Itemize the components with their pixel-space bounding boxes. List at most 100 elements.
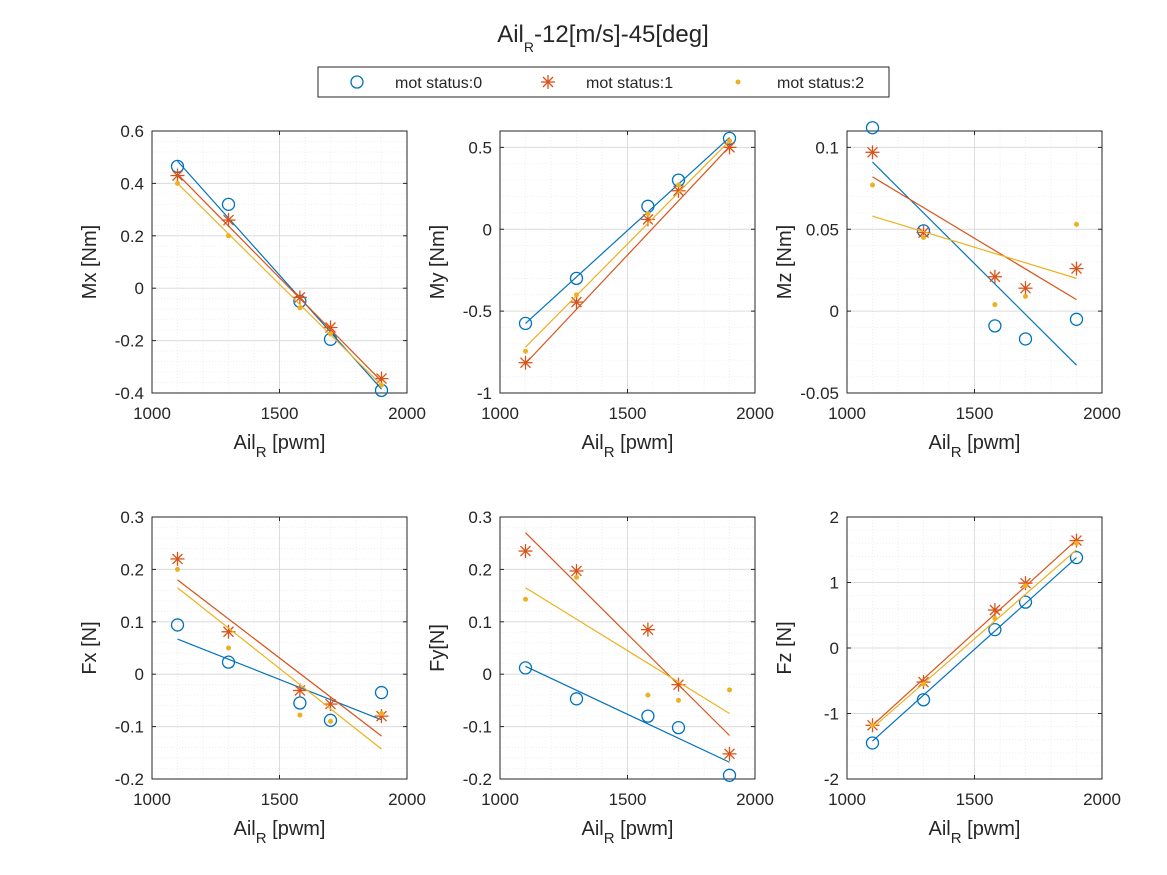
panel-my: 1000 1500 2000 -1 -0.5 0 0.5 AilR [pwm] My [Nm] [427,130,774,461]
data-point [226,645,231,651]
y-tick-label: 1 [830,574,839,593]
data-point [921,681,926,687]
y-tick-label: -2 [824,770,839,789]
data-point [640,622,655,637]
marker-stroke [1071,263,1082,275]
data-point [921,234,926,240]
data-point [1018,576,1033,591]
y-tick-label: 0.4 [120,174,144,193]
y-tick-label: 2 [830,508,839,527]
data-point [170,168,185,183]
y-axis-label-mx: Mx [Nm] [79,225,101,299]
data-point [987,269,1002,284]
data-point [523,596,528,602]
data-point [1018,332,1033,346]
series-2-fy [523,574,732,715]
data-point [221,655,236,669]
y-tick-label: -0.1 [463,718,492,737]
data-point [641,709,655,723]
y-tick-label: -0.05 [800,384,839,403]
data-point [645,692,651,698]
x-axis-label-fy: AilR [pwm] [582,818,674,847]
x-tick-label: 1500 [956,790,994,809]
data-point [170,618,185,632]
y-tick-label: -0.2 [115,332,144,351]
legend-entry-1: mot status:1 [541,75,673,92]
legend-label-1: mot status:1 [586,75,673,92]
data-point [170,551,185,566]
data-point [569,271,584,286]
data-point [518,316,533,331]
fit-line [525,146,730,364]
x-tick-label: 1500 [609,404,647,423]
marker-stroke [325,698,336,710]
data-point [676,697,681,703]
data-point [518,544,533,559]
fit-line [872,176,1077,301]
series-2-mx [175,180,384,388]
data-point [221,624,236,639]
marker-stroke [571,565,582,577]
marker-stroke [1020,577,1031,589]
series-0-mz [865,121,1084,366]
x-tick-label: 1000 [481,790,519,809]
data-point [328,718,333,724]
y-axis-label-fy: Fy[N] [427,624,449,672]
legend-label-0: mot status:0 [395,75,482,92]
marker-stroke [223,626,234,638]
fit-line [525,532,730,736]
legend-marker-2 [735,79,741,85]
fit-line [177,182,382,386]
data-point [870,722,875,728]
y-tick-label: 0 [135,665,144,684]
marker-stroke [223,214,234,226]
marker-stroke [642,213,654,225]
y-tick-label: -0.4 [115,384,144,403]
panel-fx: 1000 1500 2000 -0.2 -0.1 0 0.1 0.2 0.3 AilR [pwm]… [79,508,426,847]
y-tick-label: 0.2 [468,560,492,579]
panel-mz: 1000 1500 2000 -0.05 0 0.05 0.1 AilR [pwm] Mz [N… [774,121,1121,461]
x-tick-label: 1000 [133,790,171,809]
fit-line [872,161,1077,366]
fit-line [177,638,382,721]
data-point [645,211,651,217]
x-axis-label-mz: AilR [pwm] [929,432,1021,461]
series-1-fy [518,532,737,761]
legend-box [317,66,890,98]
marker-stroke [571,296,582,308]
data-point [226,233,231,239]
fit-line [872,549,1077,729]
y-tick-label: 0.3 [120,508,144,527]
panel-mx: 1000 1500 2000 -0.4 -0.2 0 0.2 0.4 0.6 AilR [pwm]… [79,122,426,461]
marker-stroke [673,185,684,197]
data-point [1023,583,1028,589]
data-point [221,197,236,212]
data-point [1069,550,1084,565]
legend-marker-0 [350,75,364,89]
x-tick-label: 1000 [828,790,866,809]
data-point [1018,595,1033,609]
series-0-fz [865,550,1084,750]
data-point [374,685,389,700]
data-point [323,320,338,335]
fit-line [525,140,730,348]
y-axis-label-my: My [Nm] [427,225,449,299]
data-point [988,623,1002,637]
x-tick-label: 1500 [956,404,994,423]
y-tick-label: -1 [824,705,839,724]
x-tick-label: 1500 [261,790,299,809]
y-tick-label: 0.1 [468,613,492,632]
panel-fz: 1000 1500 2000 -2 -1 0 1 2 AilR [pwm] Fz [N] [774,508,1121,847]
data-point [379,711,384,716]
data-point [292,683,307,698]
y-tick-label: 0.05 [806,220,839,239]
data-point [722,768,737,782]
data-point [518,355,533,370]
series-2-my [523,138,732,354]
data-point [328,331,333,337]
fit-line [177,173,382,382]
data-point [865,145,880,160]
data-point [1018,281,1033,296]
data-point [292,290,307,305]
data-point [569,692,584,706]
